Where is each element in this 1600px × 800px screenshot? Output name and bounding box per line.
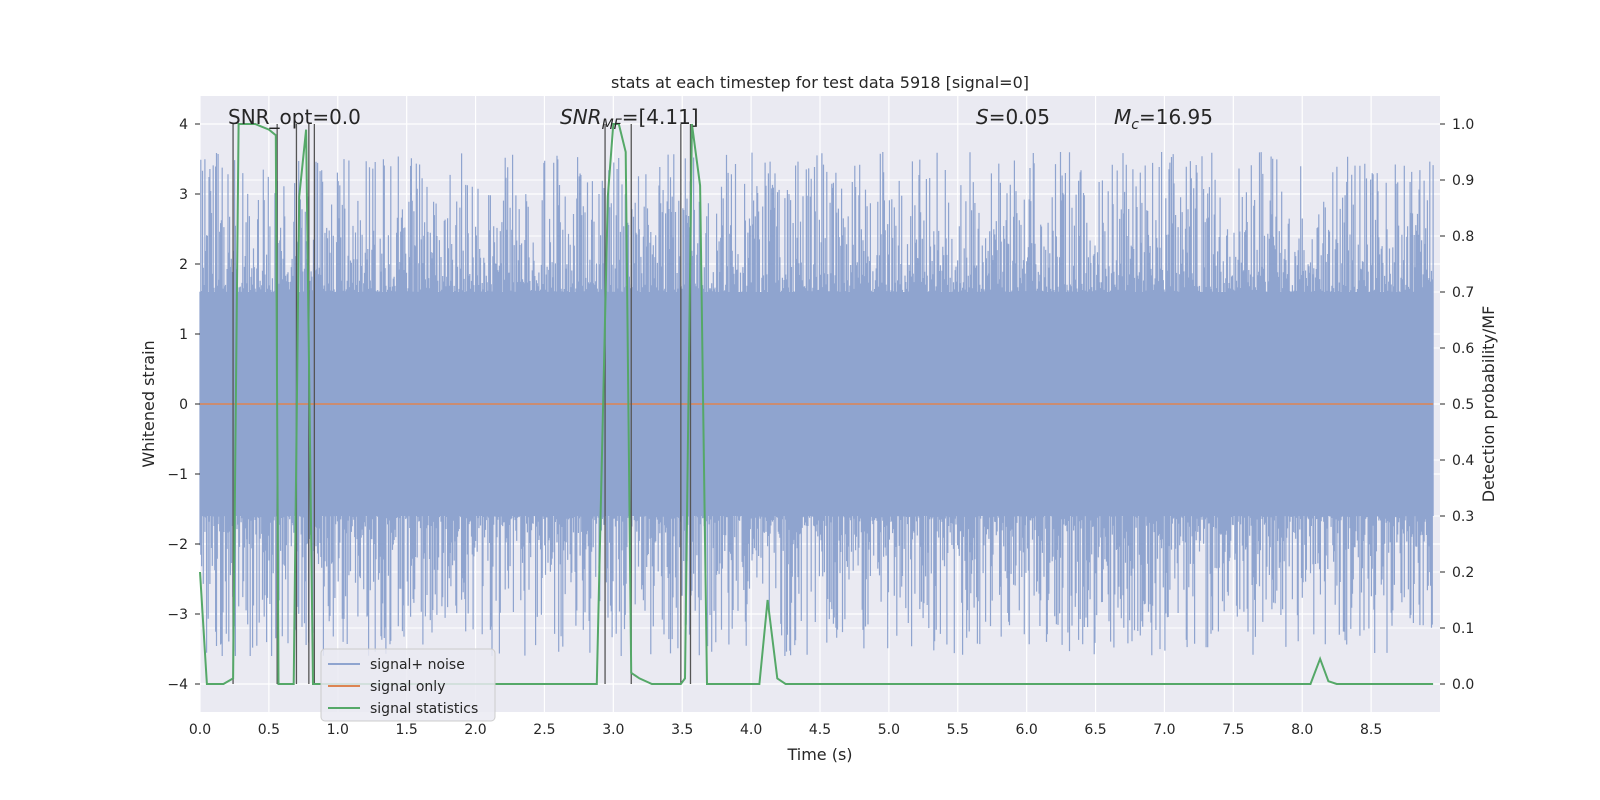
annotation-mc-base: M bbox=[1114, 105, 1131, 129]
y-right-tick-label: 0.6 bbox=[1452, 341, 1474, 357]
annotation-snr-mf: SNRMF=[4.11] bbox=[560, 105, 699, 133]
y-tick-label: 1 bbox=[179, 327, 188, 343]
annotation-snr-mf-base: SNR bbox=[560, 105, 602, 129]
x-tick-label: 3.0 bbox=[602, 722, 624, 738]
legend-label-noise: signal+ noise bbox=[370, 657, 465, 673]
x-tick-label: 6.5 bbox=[1084, 722, 1106, 738]
x-ticks: 0.0 0.5 1.0 1.5 2.0 2.5 3.0 3.5 4.0 4.5 5.0 5.5 6.0 6… bbox=[189, 722, 1382, 738]
x-tick-label: 7.0 bbox=[1153, 722, 1175, 738]
x-tick-label: 4.5 bbox=[809, 722, 831, 738]
y-right-tick-label: 0.0 bbox=[1452, 677, 1474, 693]
x-tick-label: 2.5 bbox=[533, 722, 555, 738]
y-tick-label: −3 bbox=[167, 607, 188, 623]
chart-title: stats at each timestep for test data 591… bbox=[611, 73, 1029, 92]
x-tick-label: 1.5 bbox=[396, 722, 418, 738]
y-right-tick-label: 0.5 bbox=[1452, 397, 1474, 413]
signal-statistics-line bbox=[199, 123, 1434, 685]
y-right-tick-label: 0.7 bbox=[1452, 285, 1474, 301]
y-right-tick-label: 0.9 bbox=[1452, 173, 1474, 189]
annotation-mc: Mc=16.95 bbox=[1114, 105, 1213, 133]
annotation-s-symbol: S bbox=[976, 105, 989, 129]
x-tick-label: 8.0 bbox=[1291, 722, 1313, 738]
x-tick-label: 6.0 bbox=[1016, 722, 1038, 738]
y-axis-label-left: Whitened strain bbox=[139, 340, 158, 467]
annotation-snr-opt: SNR_opt=0.0 bbox=[228, 105, 361, 129]
legend-label-statistics: signal statistics bbox=[370, 701, 478, 717]
y-ticks-left: 4 3 2 1 0 −1 −2 −3 −4 bbox=[167, 117, 200, 693]
y-right-tick-label: 1.0 bbox=[1452, 117, 1474, 133]
x-tick-label: 7.5 bbox=[1222, 722, 1244, 738]
x-tick-label: 4.0 bbox=[740, 722, 762, 738]
x-axis-label: Time (s) bbox=[786, 745, 852, 764]
legend: signal+ noise signal only signal statist… bbox=[320, 648, 496, 722]
y-ticks-right: 1.0 0.9 0.8 0.7 0.6 0.5 0.4 0.3 0.2 0.1 0.0 bbox=[1440, 117, 1474, 693]
annotation-snr-mf-value: =[4.11] bbox=[622, 105, 699, 129]
x-tick-label: 3.5 bbox=[671, 722, 693, 738]
x-tick-label: 1.0 bbox=[327, 722, 349, 738]
legend-box bbox=[320, 648, 496, 722]
annotation-mc-value: =16.95 bbox=[1139, 105, 1213, 129]
y-right-tick-label: 0.3 bbox=[1452, 509, 1474, 525]
x-tick-label: 2.0 bbox=[464, 722, 486, 738]
y-axis-label-right: Detection probability/MF bbox=[1479, 306, 1498, 503]
annotation-s-value: =0.05 bbox=[989, 105, 1050, 129]
x-tick-label: 0.5 bbox=[258, 722, 280, 738]
y-tick-label: 3 bbox=[179, 187, 188, 203]
y-right-tick-label: 0.8 bbox=[1452, 229, 1474, 245]
y-tick-label: 0 bbox=[179, 397, 188, 413]
y-tick-label: −2 bbox=[167, 537, 188, 553]
annotation-mc-sub: c bbox=[1131, 117, 1139, 133]
annotation-s: S=0.05 bbox=[976, 105, 1050, 129]
y-tick-label: −1 bbox=[167, 467, 188, 483]
annotation-snr-mf-sub: MF bbox=[602, 117, 623, 133]
y-right-tick-label: 0.1 bbox=[1452, 621, 1474, 637]
y-right-tick-label: 0.4 bbox=[1452, 453, 1474, 469]
y-tick-label: 2 bbox=[179, 257, 188, 273]
y-tick-label: −4 bbox=[167, 677, 188, 693]
y-tick-label: 4 bbox=[179, 117, 188, 133]
legend-label-signal-only: signal only bbox=[370, 679, 445, 695]
x-tick-label: 5.5 bbox=[947, 722, 969, 738]
x-tick-label: 8.5 bbox=[1360, 722, 1382, 738]
x-tick-label: 5.0 bbox=[878, 722, 900, 738]
x-tick-label: 0.0 bbox=[189, 722, 211, 738]
y-right-tick-label: 0.2 bbox=[1452, 565, 1474, 581]
